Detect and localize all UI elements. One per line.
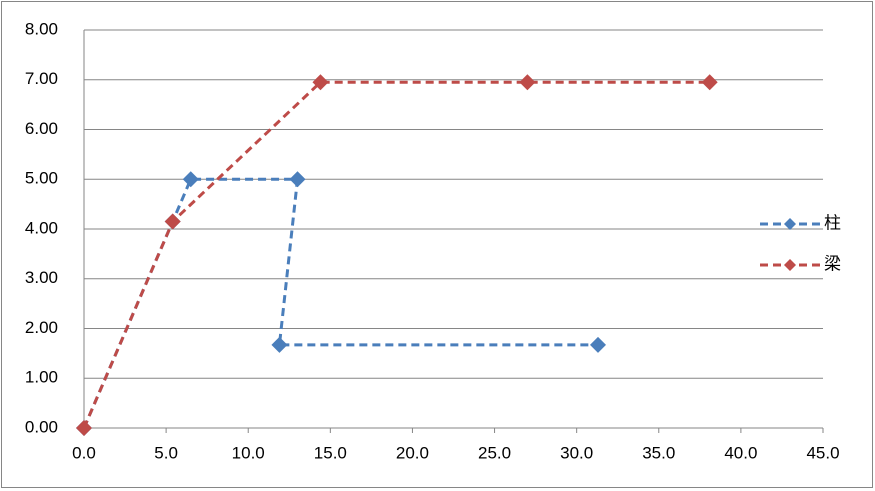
x-tick-label: 0.0 bbox=[72, 443, 96, 462]
legend-marker bbox=[784, 218, 796, 230]
marker bbox=[312, 74, 329, 91]
y-tick-label: 8.00 bbox=[25, 19, 58, 38]
x-tick-label: 45.0 bbox=[806, 443, 839, 462]
x-tick-label: 10.0 bbox=[232, 443, 265, 462]
marker bbox=[701, 74, 718, 91]
marker bbox=[289, 171, 306, 188]
x-tick-label: 20.0 bbox=[396, 443, 429, 462]
y-tick-label: 7.00 bbox=[25, 69, 58, 88]
x-tick-label: 15.0 bbox=[314, 443, 347, 462]
marker bbox=[182, 171, 199, 188]
marker bbox=[164, 213, 181, 230]
marker bbox=[271, 336, 288, 353]
legend-label: 梁 bbox=[824, 254, 841, 273]
y-tick-label: 4.00 bbox=[25, 218, 58, 237]
x-tick-label: 5.0 bbox=[154, 443, 178, 462]
marker bbox=[76, 420, 92, 436]
x-tick-label: 25.0 bbox=[478, 443, 511, 462]
x-tick-label: 30.0 bbox=[560, 443, 593, 462]
marker bbox=[519, 74, 536, 91]
legend-marker bbox=[784, 259, 796, 271]
series-line bbox=[82, 80, 710, 429]
x-tick-label: 35.0 bbox=[642, 443, 675, 462]
y-tick-label: 1.00 bbox=[25, 368, 58, 387]
legend-label: 柱 bbox=[824, 213, 841, 232]
y-tick-label: 0.00 bbox=[25, 417, 58, 436]
y-tick-label: 3.00 bbox=[25, 268, 58, 287]
y-tick-label: 5.00 bbox=[25, 169, 58, 188]
marker bbox=[590, 336, 607, 353]
y-tick-label: 2.00 bbox=[25, 318, 58, 337]
y-tick-label: 6.00 bbox=[25, 119, 58, 138]
x-tick-label: 40.0 bbox=[724, 443, 757, 462]
